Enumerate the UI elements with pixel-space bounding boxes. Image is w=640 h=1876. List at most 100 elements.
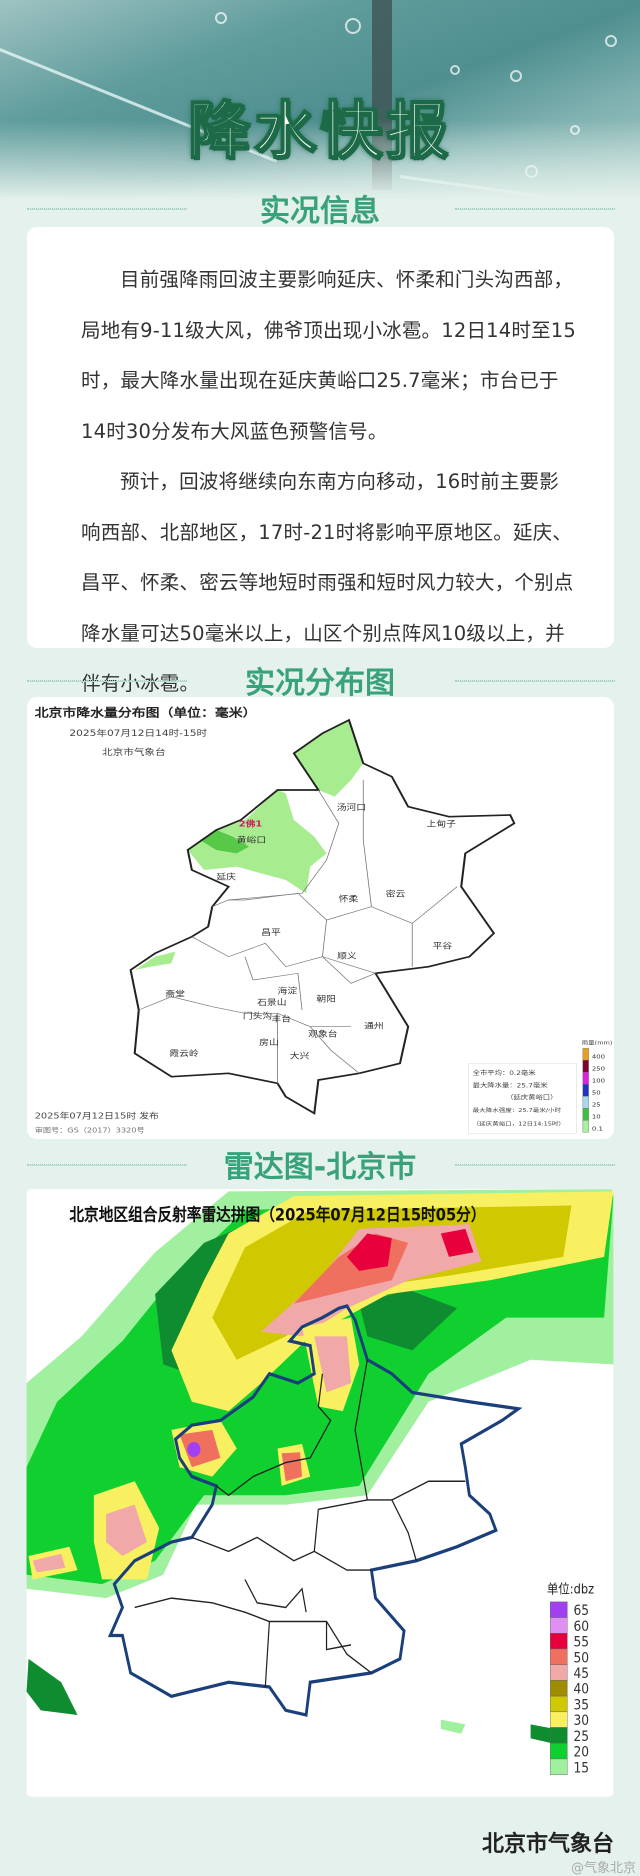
rain-area [293,720,364,797]
precip-map-period: 2025年07月12日14时-15时 [69,727,207,739]
divider [27,680,187,682]
legend-label: 400 [592,1054,605,1060]
raindrop [510,70,522,82]
legend-swatch [550,1711,568,1728]
legend-swatch [550,1617,568,1634]
place-label: 昌平 [261,928,281,938]
legend-swatch [550,1727,568,1744]
place-label: 霞云岭 [169,1048,198,1059]
stat-max-intensity: 最大降水强度：25.7毫米/小时 [473,1107,561,1114]
legend-swatch [550,1758,568,1775]
stat-average: 全市平均：0.2毫米 [473,1069,536,1077]
legend-swatch [582,1120,589,1133]
legend-swatch [550,1695,568,1713]
rain-area [187,790,327,894]
info-card: 目前强降雨回波主要影响延庆、怀柔和门头沟西部，局地有9-11级大风，佛爷顶出现小… [27,227,614,695]
place-label: 顺义 [337,951,357,961]
legend-label: 250 [592,1066,605,1072]
legend-swatch [582,1108,589,1121]
legend-swatch [550,1664,568,1681]
legend-label: 20 [573,1745,589,1761]
watermark: @气象北京 [570,1861,636,1876]
legend-label: 50 [592,1090,601,1096]
place-label: 黄峪口 [237,835,266,846]
section-title: 实况信息 [260,194,380,229]
legend-swatch [550,1633,568,1650]
place-label: 密云 [386,889,406,900]
place-labels: 汤河口 上甸子 黄峪口 延庆 怀柔 密云 昌平 平谷 顺义 斋堂 海淀 石景山 … [165,802,456,1061]
section-title: 雷达图-北京市 [223,1150,417,1185]
legend-swatch [582,1084,589,1097]
stat-max-amount: 最大降水量：25.7毫米 [473,1081,548,1089]
legend-label: 10 [592,1114,601,1120]
radar-map: 北京地区组合反射率雷达拼图（2025年07月12日15时05分） 单位:dbz … [26,1189,614,1797]
legend-swatch [550,1742,568,1760]
info-paragraph: 预计，回波将继续向东南方向移动，16时前主要影响西部、北部地区，17时-21时将… [81,470,574,695]
legend-swatch [550,1648,568,1665]
legend-label: 50 [573,1651,589,1667]
section-header-distribution: 实况分布图 [0,658,640,701]
stat-intensity-location: （延庆黄峪口，12日14:15时） [473,1120,565,1127]
rain-area [134,951,176,970]
raindrop [605,35,617,47]
section-header-info: 实况信息 [0,186,640,229]
beijing-outline [129,718,516,1115]
place-label: 上甸子 [427,819,456,830]
place-label: 大兴 [290,1050,310,1061]
stat-max-location: （延庆黄峪口） [506,1093,557,1101]
rain-area [200,830,249,854]
legend-label: 100 [592,1078,605,1084]
beijing-outline [107,1304,523,1717]
legend-swatch [550,1680,568,1697]
legend-label: 60 [573,1619,589,1635]
legend-label: 65 [573,1603,589,1619]
place-label: 石景山 [257,998,286,1008]
legend-label: 15 [573,1761,589,1777]
precip-legend-title: 雨量(mm) [582,1040,613,1046]
place-label: 朝阳 [316,995,336,1005]
place-label: 房山 [259,1037,279,1048]
precip-map-title: 北京市降水量分布图（单位：毫米） [35,706,257,719]
header-banner [0,0,640,200]
place-label: 门头沟 [243,1010,272,1021]
legend-label: 25 [573,1729,589,1745]
legend-label: 0.1 [592,1126,603,1132]
legend-label: 40 [573,1682,589,1698]
map-number: 审图号：GS（2017）3320号 [35,1126,145,1135]
hail-marker: 2佛1 [239,819,262,830]
radar-map-title: 北京地区组合反射率雷达拼图（2025年07月12日15时05分） [69,1204,485,1224]
district-borders [134,1359,466,1687]
legend-label: 30 [573,1713,589,1729]
legend-swatch [582,1072,589,1085]
divider [27,208,187,210]
place-label: 海淀 [278,985,298,996]
legend-label: 35 [573,1698,589,1714]
footer-org: 北京市气象台 [481,1832,614,1857]
raindrop [345,18,361,34]
legend-swatch [550,1601,568,1618]
legend-label: 45 [573,1666,589,1682]
divider [455,680,615,682]
divider [455,1164,615,1166]
legend-label: 25 [592,1102,601,1108]
raindrop [215,12,227,24]
legend-swatch [582,1060,589,1073]
divider [27,1164,187,1166]
district-borders [138,780,458,1084]
raindrop [450,65,460,75]
legend-swatch [582,1048,589,1061]
place-label: 延庆 [216,871,236,882]
radar-legend-title: 单位:dbz [547,1581,594,1597]
place-label: 汤河口 [337,802,366,813]
precip-legend: 400 250 100 50 25 10 0.1 [582,1048,605,1133]
place-label: 观象台 [308,1029,337,1040]
place-label: 平谷 [433,941,453,951]
section-header-radar: 雷达图-北京市 [0,1142,640,1185]
place-label: 通州 [364,1021,384,1031]
page-title: 降水快报 [187,93,452,168]
place-label: 斋堂 [165,989,185,1000]
section-title: 实况分布图 [245,666,395,701]
precip-map: 北京市降水量分布图（单位：毫米） 2025年07月12日14时-15时 北京市气… [35,706,613,1135]
place-label: 丰台 [271,1014,291,1025]
